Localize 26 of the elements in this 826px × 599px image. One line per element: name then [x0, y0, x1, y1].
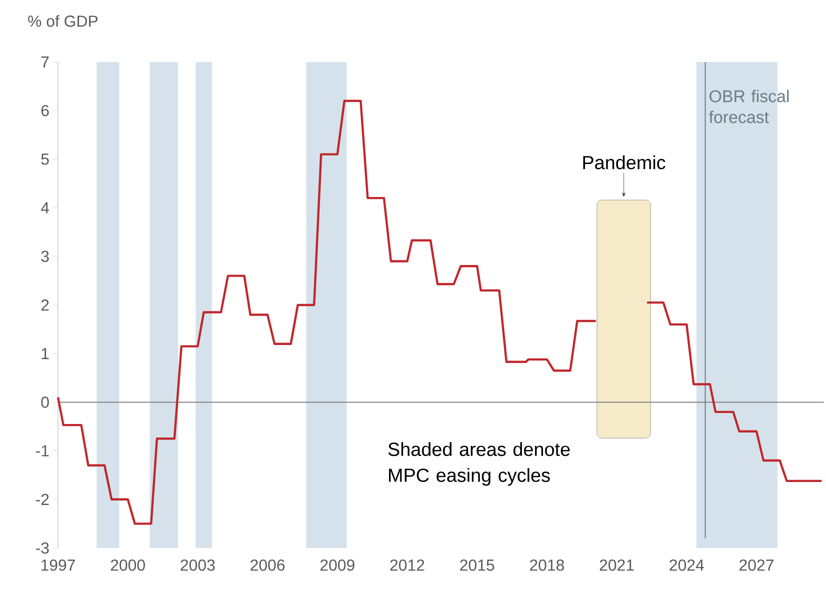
x-tick-label: 2027	[740, 560, 774, 571]
x-tick-label: 1997	[41, 560, 75, 571]
y-tick-label: 2	[41, 299, 49, 311]
band-label: Pandemic	[583, 155, 666, 170]
x-tick-label: 2009	[320, 560, 354, 571]
annotation: Shaded areas denote MPC easing cycles	[388, 442, 570, 486]
y-tick-label: 0	[41, 396, 49, 408]
x-tick-label: 2015	[460, 560, 494, 571]
x-tick-label: 2000	[110, 560, 145, 571]
y-tick-label: 5	[41, 154, 49, 165]
x-tick-label: 2012	[390, 560, 424, 571]
y-tick-label: -3	[36, 542, 49, 554]
y-tick-label: 1	[42, 348, 49, 360]
x-tick-label: 2003	[180, 560, 215, 571]
y-tick-label: -1	[36, 445, 49, 456]
y-tick-label: -2	[36, 494, 49, 505]
x-tick-label: 2018	[530, 560, 564, 571]
x-tick-label: 2006	[250, 560, 285, 571]
y-tick-label: 4	[40, 202, 50, 214]
x-tick-label: 2021	[600, 560, 634, 571]
y-tick-label: 6	[41, 104, 49, 116]
y-tick-label: 3	[41, 250, 49, 262]
y-axis-title: % of GDP	[28, 15, 98, 27]
x-tick-label: 2024	[670, 560, 704, 571]
ref-line-label: OBR fiscal forecast	[709, 90, 789, 124]
y-tick-label: 7	[41, 56, 49, 68]
